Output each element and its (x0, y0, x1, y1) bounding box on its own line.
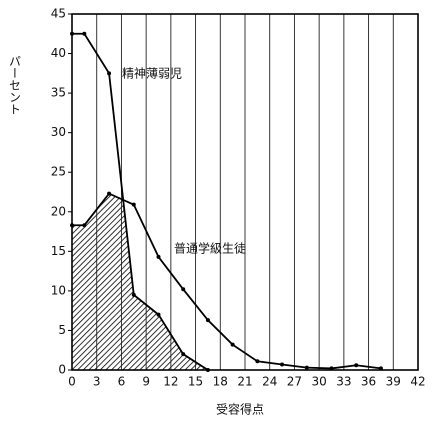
x-tick-label: 21 (237, 375, 252, 389)
y-tick-label: 20 (51, 204, 66, 218)
data-point (131, 202, 136, 207)
data-point (329, 366, 334, 371)
x-tick-label: 9 (142, 375, 150, 389)
x-tick-label: 30 (312, 375, 327, 389)
data-point (82, 223, 87, 228)
x-tick-label: 33 (336, 375, 351, 389)
data-point (378, 366, 383, 371)
plot-frame (71, 13, 419, 371)
series-label: 精神薄弱児 (122, 66, 182, 81)
y-axis-label: パーセント (8, 55, 22, 115)
data-point (181, 287, 186, 292)
data-point (131, 292, 136, 297)
x-tick-label: 0 (68, 375, 76, 389)
x-tick-label: 3 (93, 375, 101, 389)
y-tick-label: 10 (51, 283, 66, 297)
data-point (255, 359, 260, 364)
x-tick-label: 15 (188, 375, 203, 389)
y-tick-label: 5 (58, 323, 66, 337)
x-tick-label: 27 (287, 375, 302, 389)
data-point (304, 365, 309, 370)
data-point (156, 312, 161, 317)
data-point (205, 318, 210, 323)
x-tick-label: 12 (163, 375, 178, 389)
data-point (280, 362, 285, 367)
y-tick-label: 0 (58, 363, 66, 377)
y-tick-label: 45 (51, 7, 66, 21)
x-tick-label: 42 (410, 375, 425, 389)
x-tick-label: 39 (386, 375, 401, 389)
x-tick-label: 6 (118, 375, 126, 389)
data-point (70, 31, 74, 36)
series-line (72, 192, 382, 370)
data-point (107, 71, 112, 76)
data-point (354, 363, 359, 368)
y-tick-label: 40 (51, 46, 66, 60)
data-point (70, 223, 74, 228)
y-tick-label: 35 (51, 86, 66, 100)
data-point (82, 31, 87, 36)
x-tick-label: 18 (213, 375, 228, 389)
data-point (230, 342, 235, 347)
y-tick-label: 25 (51, 165, 66, 179)
data-point (156, 254, 161, 259)
x-tick-label: 24 (262, 375, 277, 389)
data-point (181, 352, 186, 357)
x-axis-label: 受容得点 (216, 402, 264, 417)
data-point (107, 191, 112, 196)
data-point (205, 368, 210, 372)
y-tick-label: 30 (51, 125, 66, 139)
hatch-area (72, 193, 208, 370)
y-tick-label: 15 (51, 244, 66, 258)
series-label: 普通学級生徒 (174, 241, 246, 256)
x-tick-label: 36 (361, 375, 376, 389)
